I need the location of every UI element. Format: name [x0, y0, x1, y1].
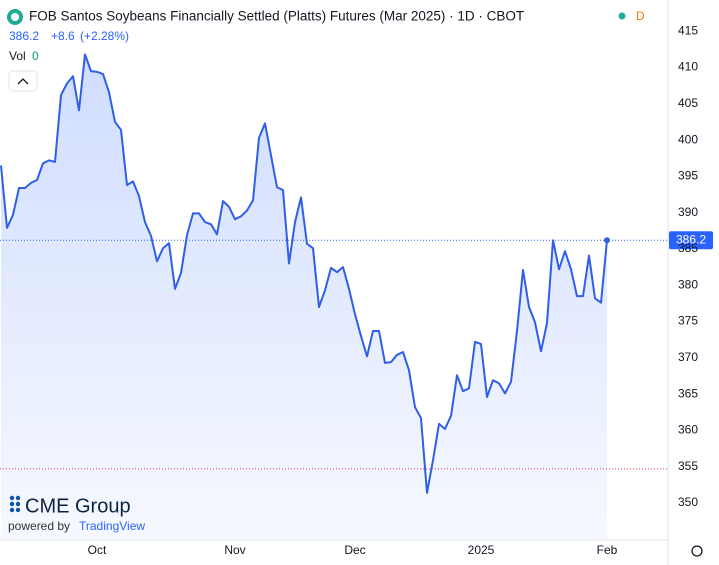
y-tick-label: 385: [678, 241, 698, 255]
vol-value: 0: [32, 49, 39, 63]
status: D: [636, 9, 645, 23]
last-point: [604, 237, 610, 244]
x-tick-label: Dec: [344, 543, 365, 557]
chart-title: FOB Santos Soybeans Financially Settled …: [29, 9, 524, 24]
price-label-box: [669, 231, 713, 250]
collapse-button[interactable]: [8, 70, 38, 92]
collapse-icon: [17, 78, 29, 85]
x-tick-label: Feb: [597, 543, 618, 557]
price-label: 386.2: [676, 232, 706, 246]
y-tick-label: 410: [678, 60, 698, 74]
y-tick-label: 400: [678, 132, 698, 146]
cme-logo: [9, 495, 21, 513]
y-tick-label: 405: [678, 96, 698, 110]
y-tick-label: 380: [678, 277, 698, 291]
x-tick-label: 2025: [468, 543, 495, 557]
y-tick-label: 365: [678, 386, 698, 400]
x-tick-label: Oct: [88, 543, 107, 557]
y-tick-label: 370: [678, 350, 698, 364]
status-dot: [618, 12, 626, 20]
cme-name: CME Group: [25, 495, 131, 517]
symbol-logo: [11, 13, 19, 21]
area-fill: [1, 54, 607, 540]
tradingview: TradingView: [79, 519, 145, 533]
y-tick-label: 350: [678, 495, 698, 509]
y-tick-label: 390: [678, 205, 698, 219]
x-tick-label: Nov: [224, 543, 245, 557]
change: +8.6: [51, 29, 75, 43]
vol-label: Vol: [9, 49, 26, 63]
last-price: 386.2: [9, 29, 39, 43]
settings-icon[interactable]: [691, 545, 703, 557]
powered-by: powered by: [8, 519, 70, 533]
y-tick-label: 360: [678, 423, 698, 437]
y-tick-label: 375: [678, 314, 698, 328]
y-tick-label: 395: [678, 169, 698, 183]
price-line: [0, 53, 608, 494]
change-pct: (+2.28%): [80, 29, 129, 43]
y-tick-label: 355: [678, 459, 698, 473]
y-tick-label: 415: [678, 23, 698, 37]
